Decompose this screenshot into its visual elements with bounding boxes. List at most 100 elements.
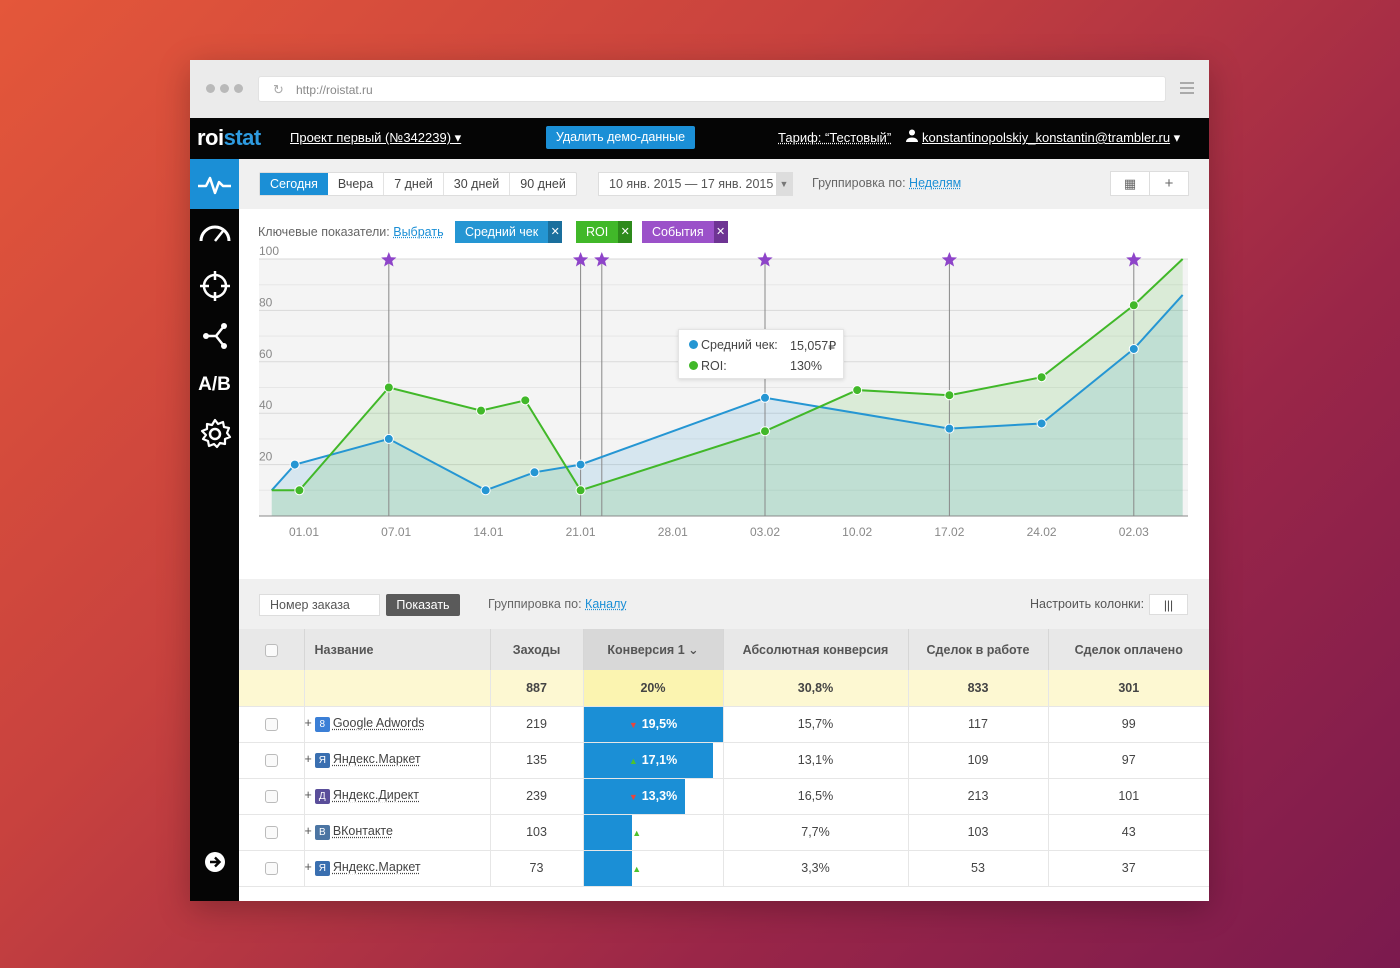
table-row[interactable]: +8 Google Adwords 219 ▼ 19,5% 15,7% 117 99 — [239, 706, 1209, 743]
data-point — [1128, 300, 1139, 311]
totals-conversion: 20% — [583, 670, 724, 707]
row-checkbox[interactable] — [264, 790, 278, 804]
source-name[interactable]: Яндекс.Директ — [332, 788, 420, 803]
data-point — [944, 390, 955, 401]
tooltip-value-roi: 130% — [790, 359, 822, 373]
row-checkbox-cell[interactable] — [239, 814, 305, 851]
sidebar-item-pulse[interactable] — [190, 159, 239, 209]
y-tick-label: 40 — [259, 398, 273, 412]
settings-icon[interactable] — [190, 417, 239, 457]
calendar-icon[interactable]: ▦ — [1111, 172, 1150, 195]
row-checkbox[interactable] — [264, 718, 278, 732]
y-tick-label: 100 — [259, 244, 279, 258]
x-tick-label: 21.01 — [566, 525, 596, 539]
select-all-checkbox[interactable] — [264, 643, 278, 657]
expand-icon[interactable]: + — [304, 716, 312, 731]
col-absolute-conversion[interactable]: Абсолютная конверсия — [723, 629, 909, 670]
kpi-tag-average-check[interactable]: Средний чек ✕ — [455, 221, 563, 243]
row-name-cell[interactable]: + В ВКонтакте — [304, 814, 491, 851]
table-row[interactable]: + Я Яндекс.Маркет 73 ▲ 7,3% 3,3% 53 37 — [239, 850, 1209, 887]
roistat-logo[interactable]: roistat — [197, 125, 261, 150]
source-name[interactable]: Яндекс.Маркет — [332, 860, 421, 875]
arrow-right-icon[interactable] — [190, 851, 239, 879]
order-number-input[interactable]: Номер заказа — [259, 594, 380, 616]
ab-test-icon[interactable]: A/B — [198, 374, 231, 395]
col-conversion[interactable]: Конверсия 1 ⌄ — [583, 629, 724, 670]
conversion-bar — [583, 778, 685, 814]
dashboard-icon[interactable] — [190, 219, 239, 255]
trend-up-icon: ▲ — [632, 864, 642, 874]
row-name-cell[interactable]: + Я Яндекс.Маркет — [304, 742, 491, 779]
source-name[interactable]: ВКонтакте — [332, 824, 393, 839]
row-absolute-conversion: 16,5% — [723, 778, 909, 815]
close-icon[interactable]: ✕ — [548, 221, 563, 243]
row-checkbox-cell[interactable] — [239, 742, 305, 779]
kpi-tag-events[interactable]: События ✕ — [642, 221, 728, 243]
expand-icon[interactable]: + — [304, 752, 312, 767]
row-deals-paid: 43 — [1048, 814, 1209, 851]
conversion-bar — [583, 742, 713, 778]
period-30-days[interactable]: 30 дней — [444, 173, 511, 195]
delete-demo-button[interactable]: Удалить демо-данные — [546, 126, 695, 149]
line-chart: 20 40 60 80 100 01.01 07.01 14.01 21.01 28.01 03.0… — [259, 244, 1188, 539]
row-name-cell[interactable]: + Д Яндекс.Директ — [304, 778, 491, 815]
table-row[interactable]: + Д Яндекс.Директ 239 ▼ 13,3% 16,5% 213 101 — [239, 778, 1209, 815]
period-7-days[interactable]: 7 дней — [384, 173, 444, 195]
x-tick-label: 01.01 — [289, 525, 319, 539]
col-deals-in-work[interactable]: Сделок в работе — [908, 629, 1049, 670]
row-checkbox-cell[interactable] — [239, 778, 305, 815]
close-icon[interactable]: ✕ — [618, 221, 633, 243]
chart-panel: Ключевые показатели: Выбрать Средний чек… — [239, 209, 1209, 579]
reload-icon[interactable]: ↻ — [273, 82, 284, 97]
browser-menu-icon[interactable] — [1180, 82, 1194, 97]
table-row[interactable]: + В ВКонтакте 103 ▲ 9,7% 7,7% 103 43 — [239, 814, 1209, 851]
data-point — [383, 433, 394, 444]
conversion-value: 9,7% — [645, 825, 674, 839]
share-icon[interactable] — [190, 319, 239, 359]
source-name[interactable]: Google Adwords — [332, 716, 425, 731]
period-90-days[interactable]: 90 дней — [520, 177, 566, 191]
user-menu[interactable]: konstantinopolskiy_konstantin@trambler.r… — [906, 129, 1180, 146]
expand-icon[interactable]: + — [304, 788, 312, 803]
row-deals-in-work: 213 — [908, 778, 1049, 815]
col-name[interactable]: Название — [304, 629, 491, 670]
kpi-tag-roi[interactable]: ROI ✕ — [576, 221, 633, 243]
grouping-weeks-link[interactable]: Неделям — [909, 176, 962, 190]
row-name-cell[interactable]: + Я Яндекс.Маркет — [304, 850, 491, 887]
row-deals-in-work: 117 — [908, 706, 1049, 743]
date-range-picker[interactable]: 10 янв. 2015 — 17 янв. 2015 ▼ — [598, 172, 793, 196]
add-icon[interactable]: + — [1164, 175, 1174, 192]
address-bar[interactable]: ↻ http://roistat.ru — [258, 76, 1166, 102]
table-row[interactable]: + Я Яндекс.Маркет 135 ▲ 17,1% 13,1% 109 97 — [239, 742, 1209, 779]
user-icon — [906, 129, 918, 145]
close-icon[interactable]: ✕ — [713, 221, 728, 243]
col-visits[interactable]: Заходы — [490, 629, 584, 670]
show-button[interactable]: Показать — [386, 594, 460, 616]
period-today[interactable]: Сегодня — [260, 173, 328, 195]
kpi-select-link[interactable]: Выбрать — [393, 225, 444, 239]
table-filter-bar: Номер заказа Показать Группировка по: Ка… — [239, 579, 1209, 629]
row-checkbox[interactable] — [264, 754, 278, 768]
row-checkbox-cell[interactable] — [239, 706, 305, 743]
row-checkbox-cell[interactable] — [239, 850, 305, 887]
columns-icon[interactable]: ||| — [1149, 594, 1188, 615]
select-all-cell[interactable] — [239, 629, 305, 670]
data-point — [575, 459, 586, 470]
expand-icon[interactable]: + — [304, 860, 312, 875]
browser-window: ↻ http://roistat.ru roistat Проект первы… — [190, 60, 1209, 901]
source-name[interactable]: Яндекс.Маркет — [332, 752, 421, 767]
chevron-down-icon[interactable]: ▼ — [776, 173, 792, 195]
data-point — [294, 485, 305, 496]
period-yesterday[interactable]: Вчера — [328, 173, 385, 195]
grouping-channel-link[interactable]: Каналу — [585, 597, 627, 611]
expand-icon[interactable]: + — [304, 824, 312, 839]
row-name-cell[interactable]: +8 Google Adwords — [304, 706, 491, 743]
col-deals-paid[interactable]: Сделок оплачено — [1048, 629, 1209, 670]
project-selector[interactable]: Проект первый (№342239) ▾ — [290, 130, 462, 145]
data-point — [480, 485, 491, 496]
row-checkbox[interactable] — [264, 862, 278, 876]
row-checkbox[interactable] — [264, 826, 278, 840]
target-icon[interactable] — [190, 269, 239, 309]
window-controls[interactable] — [206, 84, 243, 93]
tariff-link[interactable]: Тариф: “Тестовый” — [778, 130, 892, 145]
